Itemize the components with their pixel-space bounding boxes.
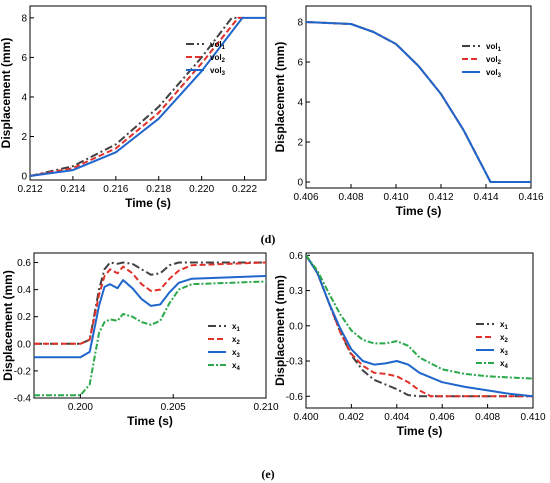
y-tick-label: 2 — [21, 132, 27, 143]
y-tick-label: -0.4 — [14, 394, 32, 405]
x-tick-label: 0.218 — [146, 184, 171, 195]
y-axis-label: Displacement (mm) — [273, 275, 287, 386]
legend-entry: vol1 — [486, 42, 502, 53]
series-line-x4 — [34, 280, 266, 397]
x-tick-label: 0.410 — [383, 192, 408, 203]
y-tick-label: -0.3 — [286, 357, 304, 368]
legend-entry: x3 — [232, 348, 240, 359]
plot-frame — [305, 252, 534, 409]
x-tick-label: 0.408 — [475, 412, 500, 423]
legend-entry: x2 — [500, 333, 508, 344]
y-tick-label: 0 — [297, 178, 303, 189]
legend-entry: x1 — [500, 320, 508, 331]
y-tick-label: 8 — [21, 13, 27, 24]
x-tick-label: 0.205 — [161, 402, 186, 413]
legend-entry: x4 — [500, 359, 508, 370]
legend: vol1 vol2 vol3 — [462, 42, 502, 79]
plot-frame — [305, 5, 532, 189]
x-tick-label: 0.406 — [430, 412, 455, 423]
x-tick-label: 0.220 — [189, 184, 214, 195]
series-line-x1 — [34, 261, 266, 345]
series-line-vol3 — [306, 21, 531, 183]
x-axis-label: Time (s) — [125, 196, 171, 210]
y-tick-label: 4 — [297, 98, 303, 109]
legend-entry: x2 — [232, 335, 240, 346]
y-tick-label: -0.6 — [286, 392, 304, 403]
x-tick-label: 0.214 — [60, 184, 85, 195]
x-tick-label: 0.408 — [338, 192, 363, 203]
y-tick-label: 2 — [297, 138, 303, 149]
x-tick-label: 0.200 — [68, 402, 93, 413]
chart-4: 0.400 0.402 0.404 0.406 0.408 0.410 0.6 0.3 0.0 -… — [273, 251, 546, 438]
legend-entry: vol3 — [486, 68, 502, 79]
x-tick-label: 0.216 — [103, 184, 128, 195]
y-tick-label: 6 — [21, 53, 27, 64]
chart-2: 0.406 0.408 0.410 0.412 0.414 0.416 0 2 4 6 8 Time … — [273, 5, 544, 218]
series-line-x4 — [306, 254, 533, 380]
x-tick-label: 0.402 — [339, 412, 364, 423]
legend-entry: vol1 — [210, 40, 226, 51]
chart-3: 0.200 0.205 0.210 -0.4 -0.2 0.0 0.2 0.4 0.6 Time … — [1, 252, 279, 428]
y-axis-label: Displacement (mm) — [1, 270, 15, 381]
legend: x1 x2 x3 x4 — [208, 322, 240, 372]
plot-frame — [33, 252, 267, 399]
y-tick-label: 0.0 — [289, 321, 303, 332]
series-line-vol2 — [30, 16, 245, 177]
y-axis-label: Displacement (mm) — [0, 38, 13, 149]
y-tick-label: 0 — [21, 172, 27, 183]
series-line-x3 — [306, 254, 533, 398]
x-tick-label: 0.222 — [232, 184, 257, 195]
x-tick-label: 0.210 — [253, 402, 278, 413]
y-tick-label: 0.3 — [289, 286, 303, 297]
x-axis-label: Time (s) — [396, 204, 442, 218]
chart-1: 0.212 0.214 0.216 0.218 0.220 0.222 0 2 4 6 8 Time … — [0, 5, 267, 210]
x-tick-label: 0.416 — [518, 192, 543, 203]
legend-entry: x4 — [232, 361, 240, 372]
plot-frame — [29, 5, 267, 181]
panel-label-d: (d) — [261, 232, 276, 246]
legend-entry: x3 — [500, 346, 508, 357]
series-line-vol3 — [30, 16, 266, 177]
x-tick-label: 0.412 — [428, 192, 453, 203]
y-tick-label: 0.0 — [17, 339, 31, 350]
legend: vol1 vol2 vol3 — [186, 40, 226, 77]
legend-entry: vol2 — [486, 55, 502, 66]
x-tick-label: 0.414 — [473, 192, 498, 203]
series-line-vol1 — [30, 16, 241, 177]
legend-entry: vol3 — [210, 66, 226, 77]
series-line-x2 — [34, 261, 266, 345]
x-tick-label: 0.404 — [384, 412, 409, 423]
series-line-x3 — [34, 275, 266, 359]
panel-label-e: (e) — [261, 467, 274, 481]
y-tick-label: 0.4 — [17, 285, 31, 296]
x-tick-label: 0.406 — [293, 192, 318, 203]
y-tick-label: 4 — [21, 92, 27, 103]
y-tick-label: 6 — [297, 58, 303, 69]
legend: x1 x2 x3 x4 — [476, 320, 508, 370]
legend-entry: vol2 — [210, 53, 226, 64]
x-axis-label: Time (s) — [397, 424, 443, 438]
y-tick-label: 8 — [297, 18, 303, 29]
x-axis-label: Time (s) — [127, 414, 173, 428]
x-tick-label: 0.400 — [293, 412, 318, 423]
y-axis-label: Displacement (mm) — [273, 42, 287, 153]
y-tick-label: 0.6 — [17, 258, 31, 269]
legend-entry: x1 — [232, 322, 240, 333]
y-tick-label: 0.6 — [289, 251, 303, 262]
x-tick-label: 0.410 — [520, 412, 545, 423]
x-tick-label: 0.212 — [17, 184, 42, 195]
y-tick-label: 0.2 — [17, 312, 31, 323]
y-tick-label: -0.2 — [14, 366, 32, 377]
